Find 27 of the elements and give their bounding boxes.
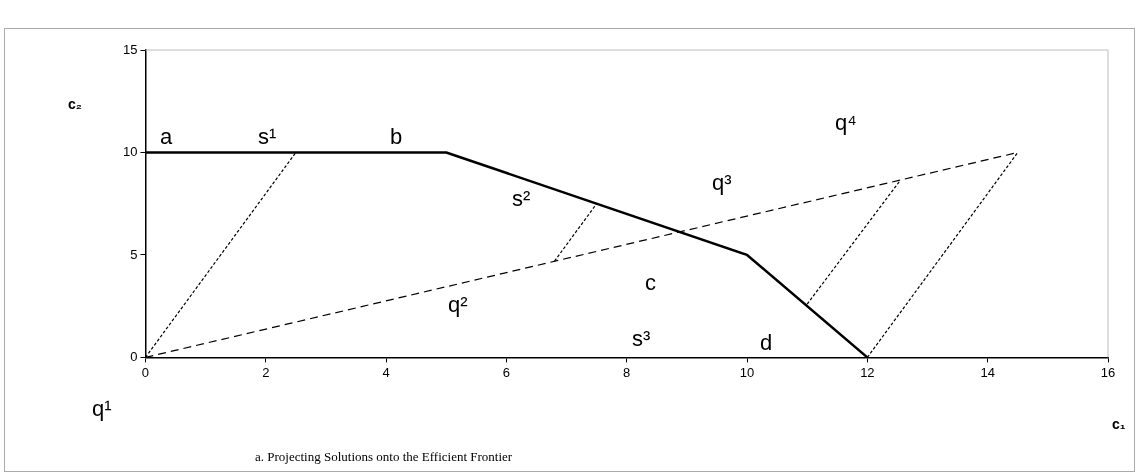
y-tick-label: 5 [130,246,138,262]
x-axis-title: c₁ [1112,416,1126,432]
annotation: q² [448,292,468,318]
x-tick-label: 8 [623,364,631,380]
y-tick-label: 15 [122,41,138,57]
annotation: s³ [632,326,651,352]
y-tick-label: 0 [130,348,138,364]
x-tick-label: 16 [1100,364,1116,380]
annotation: d [760,330,773,356]
annotation: q⁴ [835,110,857,136]
x-tick-label: 12 [860,364,875,380]
annotation: b [390,124,403,150]
annotation: s² [512,186,531,212]
text: a. Projecting Solutions onto the Efficient Frontier [255,449,513,465]
x-tick-label: 2 [262,364,270,380]
x-tick-label: 14 [980,364,995,380]
x-tick-label: 6 [502,364,511,380]
y-axis-title: c₂ [68,96,83,112]
annotation: c [645,270,656,296]
annotation: q³ [712,170,732,196]
annotation: s¹ [258,124,277,150]
y-tick-label: 10 [122,144,138,160]
text: q¹ [92,396,112,422]
x-tick-label: 0 [141,364,150,380]
annotation: a [160,124,173,150]
x-tick-label: 4 [382,364,390,380]
x-tick-label: 10 [739,364,755,380]
